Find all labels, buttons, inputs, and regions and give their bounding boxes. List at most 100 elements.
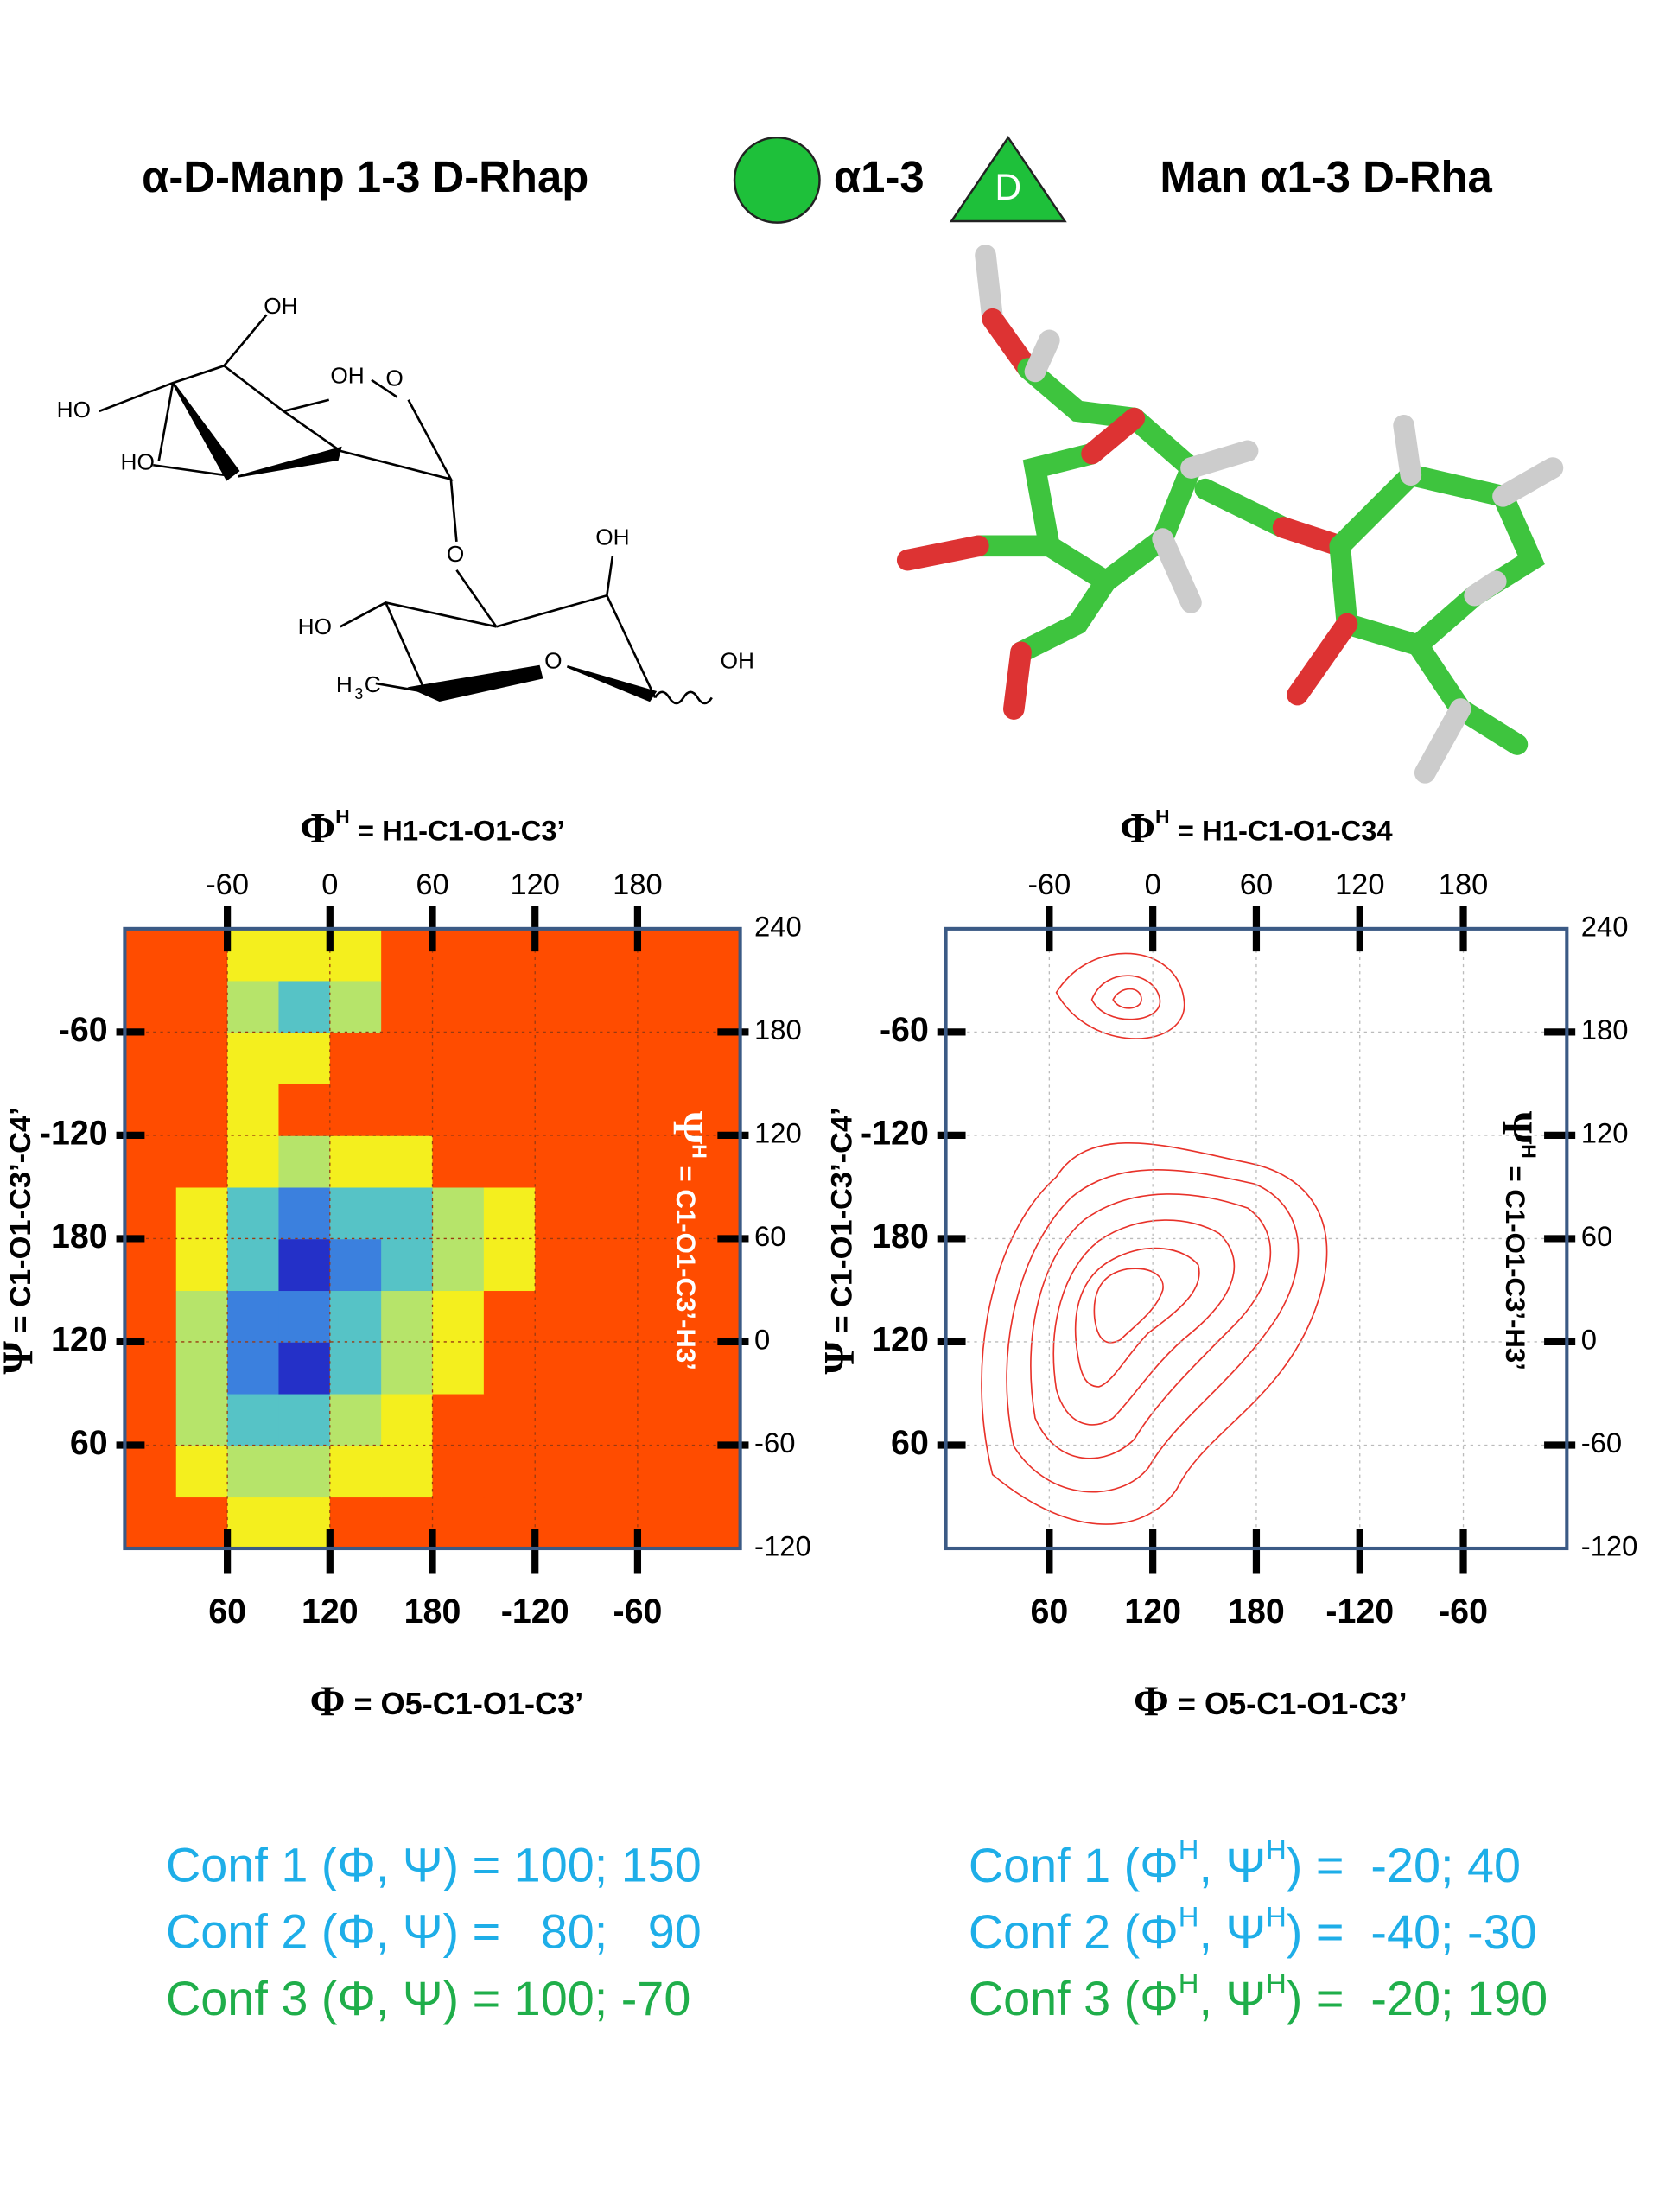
heatmap-cell [689,1238,741,1292]
heatmap-cell [432,1341,485,1395]
conformation: Conf 2 (Φ, Ψ) = 80; 90 [166,1904,702,1959]
heatmap-cell [637,1135,690,1188]
heatmap-cell [586,1341,639,1395]
axis-title-text: = C1-O1-C3’-H3’ [1500,1159,1530,1370]
heatmap-cell [483,1084,537,1136]
y-tick-label: -120 [861,1114,929,1152]
axis-symbol: Φ [310,1677,346,1725]
x-tick-label: 60 [1030,1592,1068,1630]
heatmap-cell [586,1084,639,1136]
x-tick-label: -120 [501,1592,569,1630]
heatmap-cell [381,1290,434,1343]
conformation-text: , Ψ [1198,1904,1266,1959]
heatmap-cell [689,1186,741,1240]
y2-tick-label: 120 [754,1117,802,1149]
x2-tick-label: 60 [416,868,448,901]
y-tick-label: 60 [891,1424,929,1462]
heatmap-cell [432,1445,485,1498]
heatmap-cell [535,1084,588,1136]
heatmap-cell [175,980,228,1033]
mannose-symbol [733,136,821,224]
heatmap-cell [483,1393,537,1446]
x-tick-label: -120 [1325,1592,1394,1630]
x-tick-label: 120 [302,1592,359,1630]
heatmap-cell [689,1032,741,1084]
atom-label: OH [595,524,629,550]
heatmap-cell [175,1135,228,1188]
axis-title: Φ = O5-C1-O1-C3’ [310,1677,584,1725]
heatmap-cell [586,1393,639,1446]
heatmap-cell [432,1393,485,1446]
heatmap-cell [586,980,639,1033]
conformation-text: , Ψ [1198,1838,1266,1892]
heatmap-cell [329,1186,382,1240]
heatmap-cell [124,1135,177,1188]
axis-title-text: = C1-O1-C3’-C4’ [4,1107,37,1341]
heatmap-cell [227,1238,280,1292]
heatmap-cell [227,1497,280,1549]
axis-symbol: Ψ [664,1111,712,1145]
heatmap-cell [535,1497,588,1549]
heatmap-cell [586,1445,639,1498]
y-tick-label: 180 [872,1217,929,1255]
y2-tick-label: 180 [754,1014,802,1046]
atom-label: OH [330,362,364,388]
heatmap-cell [381,1497,434,1549]
heatmap-cell [689,1341,741,1395]
heatmap-cell [329,928,382,982]
heatmap-cell [278,1084,331,1136]
heatmap-cell [381,1393,434,1446]
conformation-text: , Ψ [1198,1971,1266,2025]
heatmap-cell [586,1497,639,1549]
heatmap-cell [175,928,228,982]
heatmap-cell [175,1238,228,1292]
plot [124,928,741,1549]
x-tick-label: -60 [1439,1592,1488,1630]
plot-frame [944,926,1569,1551]
atom-label: O [385,365,403,391]
heatmap-cell [124,1497,177,1549]
heatmap-cell [637,928,690,982]
heatmap-cell [278,1186,331,1240]
x-tick-label: 180 [404,1592,461,1630]
heatmap-cell [637,980,690,1033]
heatmap-cell [329,1032,382,1084]
heatmap-cell [381,1135,434,1188]
heatmap-cell [637,1497,690,1549]
conformation: Conf 2 (ΦH, ΨH) = -40; -30 [969,1900,1537,1959]
x2-tick-label: -60 [206,868,249,901]
heatmap-cell [432,1032,485,1084]
y-tick-label: -120 [40,1114,108,1152]
heatmap-cell [637,1445,690,1498]
conformation: Conf 3 (Φ, Ψ) = 100; -70 [166,1971,690,2025]
heatmap-cell [535,1238,588,1292]
y2-tick-label: -60 [1581,1427,1622,1459]
heatmap-cell [329,1393,382,1446]
y2-tick-label: -120 [1581,1530,1638,1562]
heatmap-cell [689,928,741,982]
heatmap-cell [586,1238,639,1292]
heatmap-cell [175,1084,228,1136]
heatmap-cell [586,1186,639,1240]
heatmap-cell [124,1238,177,1292]
axis-symbol: Ψ [816,1341,863,1375]
heatmap-cell [432,980,485,1033]
heatmap-cell [278,980,331,1033]
heatmap-cell [175,1445,228,1498]
heatmap-cell [381,1186,434,1240]
heatmap-cell [483,1290,537,1343]
axis-title: Ψ = C1-O1-C3’-C4’ [816,1107,863,1374]
x2-tick-label: 180 [613,868,662,901]
x2-tick-label: 120 [1335,868,1384,901]
conformation: Conf 3 (ΦH, ΨH) = -20; 190 [969,1967,1548,2025]
axis-title-text: = C1-O1-C3’-C4’ [826,1107,859,1341]
x-tick-label: 180 [1228,1592,1285,1630]
y2-tick-label: 240 [754,911,802,943]
heatmap-cell [227,1393,280,1446]
superscript: H [1179,1900,1199,1932]
heatmap-cell [124,1445,177,1498]
axis-title: Ψ = C1-O1-C3’-C4’ [0,1107,42,1374]
heatmap-cell [278,1135,331,1188]
heatmap-cell [329,1497,382,1549]
y2-tick-label: 240 [1581,911,1629,943]
